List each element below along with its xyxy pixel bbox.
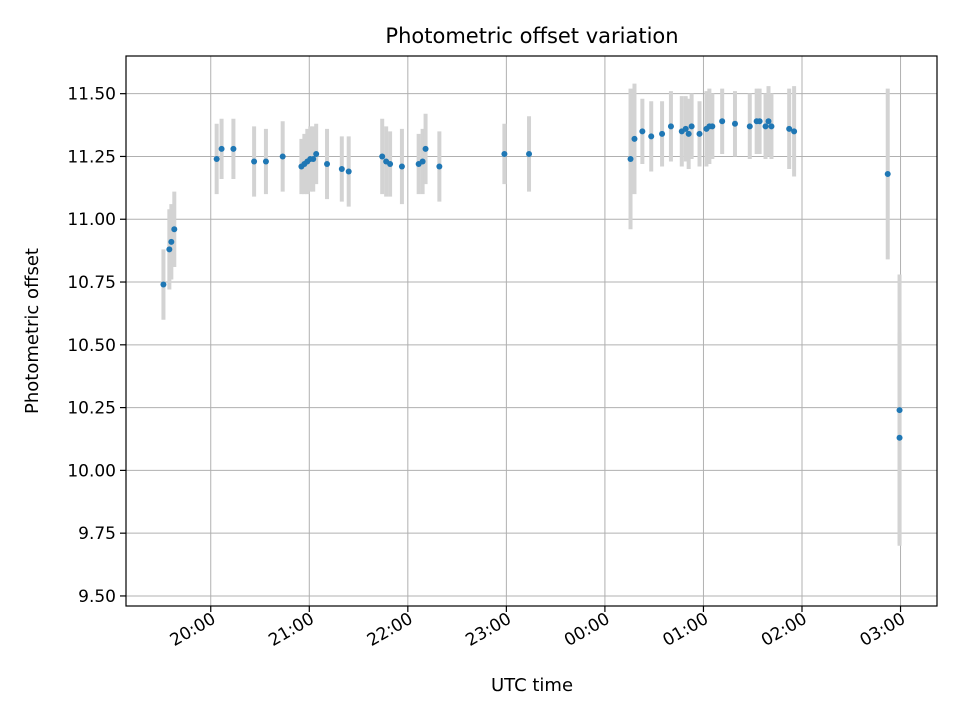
data-point bbox=[639, 128, 646, 135]
data-point bbox=[313, 150, 320, 157]
data-point bbox=[251, 158, 258, 165]
y-tick-label: 10.75 bbox=[67, 273, 116, 293]
y-tick-label: 9.50 bbox=[78, 587, 116, 607]
data-point bbox=[218, 145, 225, 152]
data-point bbox=[279, 153, 286, 160]
y-tick-label: 9.75 bbox=[78, 524, 116, 544]
data-point bbox=[719, 118, 726, 125]
data-point bbox=[762, 123, 769, 130]
data-point bbox=[422, 145, 429, 152]
data-point bbox=[171, 226, 178, 233]
y-tick-label: 10.25 bbox=[67, 399, 116, 419]
data-point bbox=[324, 160, 331, 167]
data-point bbox=[786, 125, 793, 132]
data-point bbox=[682, 125, 689, 132]
y-axis-label: Photometric offset bbox=[22, 248, 43, 414]
y-tick-label: 10.50 bbox=[67, 336, 116, 356]
data-point bbox=[501, 150, 508, 157]
data-point bbox=[160, 281, 167, 288]
data-point bbox=[696, 130, 703, 137]
data-point bbox=[731, 120, 738, 127]
data-point bbox=[746, 123, 753, 130]
plot-area bbox=[160, 83, 903, 546]
data-point bbox=[627, 155, 634, 162]
data-point bbox=[345, 168, 352, 175]
data-point bbox=[765, 118, 772, 125]
y-tick-label: 11.50 bbox=[67, 85, 116, 105]
data-point bbox=[213, 155, 220, 162]
data-point bbox=[768, 123, 775, 130]
y-tick-label: 10.00 bbox=[67, 461, 116, 481]
data-point bbox=[688, 123, 695, 130]
data-point bbox=[310, 155, 317, 162]
data-point bbox=[791, 128, 798, 135]
data-point bbox=[667, 123, 674, 130]
data-point bbox=[168, 238, 175, 245]
data-point bbox=[387, 160, 394, 167]
data-point bbox=[884, 171, 891, 178]
data-point bbox=[379, 153, 386, 160]
data-point bbox=[419, 158, 426, 165]
data-point bbox=[648, 133, 655, 140]
data-point bbox=[398, 163, 405, 170]
y-tick-label: 11.00 bbox=[67, 210, 116, 230]
x-axis-label: UTC time bbox=[491, 675, 573, 696]
data-point bbox=[896, 407, 903, 414]
data-point bbox=[262, 158, 269, 165]
data-point bbox=[166, 246, 173, 253]
data-point bbox=[338, 166, 345, 173]
data-point bbox=[709, 123, 716, 130]
plot-frame bbox=[125, 55, 938, 607]
data-point bbox=[896, 434, 903, 441]
y-tick-label: 11.25 bbox=[67, 147, 116, 167]
data-point bbox=[685, 130, 692, 137]
data-point bbox=[756, 118, 763, 125]
data-point bbox=[230, 145, 237, 152]
data-point bbox=[436, 163, 443, 170]
chart-title: Photometric offset variation bbox=[385, 24, 678, 48]
data-point bbox=[631, 135, 638, 142]
data-point bbox=[526, 150, 533, 157]
data-point bbox=[659, 130, 666, 137]
